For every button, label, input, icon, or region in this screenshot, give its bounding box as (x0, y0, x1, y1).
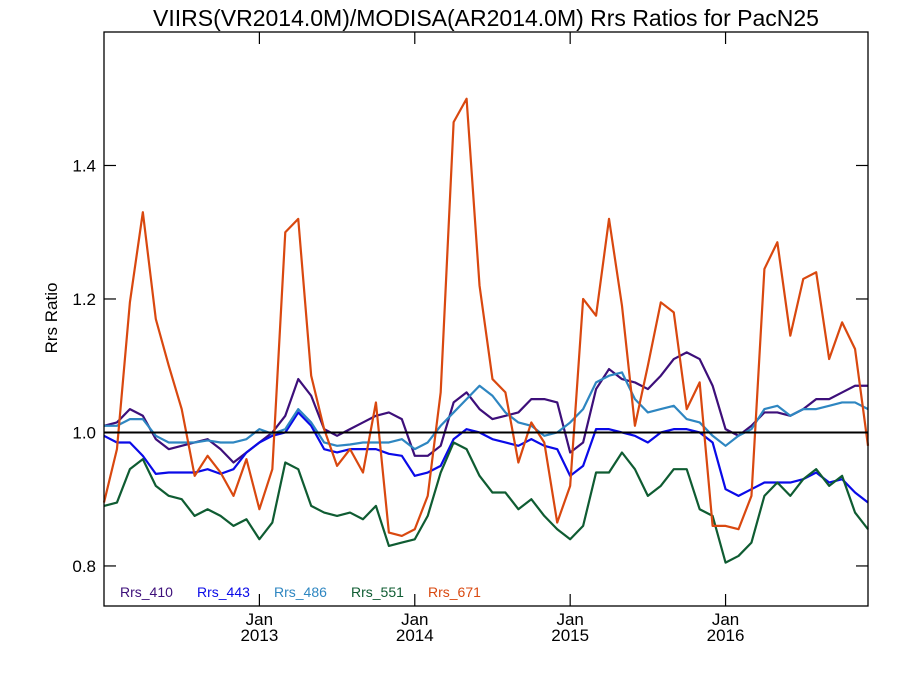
legend-entry: Rrs_551 (351, 584, 404, 600)
y-axis-label: Rrs Ratio (42, 283, 61, 354)
x-tick-month-label: Jan (246, 610, 273, 629)
series-line-rrs-443 (103, 411, 869, 504)
series-line-rrs-671 (102, 97, 870, 538)
legend-entry: Rrs_443 (197, 584, 250, 600)
x-tick-year-label: 2013 (240, 626, 278, 645)
legend-entry: Rrs_410 (120, 584, 173, 600)
y-tick-label: 1.0 (72, 423, 96, 442)
y-tick-label: 1.4 (72, 156, 96, 175)
x-tick-month-label: Jan (401, 610, 428, 629)
plot-frame (103, 31, 869, 607)
series-line-rrs-486 (104, 371, 869, 451)
x-tick-year-label: 2016 (707, 626, 745, 645)
series-line-rrs-551 (103, 441, 869, 564)
chart-title: VIIRS(VR2014.0M)/MODISA(AR2014.0M) Rrs R… (153, 5, 819, 31)
y-tick-label: 0.8 (72, 557, 96, 576)
legend-entry: Rrs_671 (428, 584, 481, 600)
legend-entry: Rrs_486 (274, 584, 327, 600)
x-tick-year-label: 2015 (551, 626, 589, 645)
x-tick-month-label: Jan (712, 610, 739, 629)
x-tick-month-label: Jan (556, 610, 583, 629)
y-tick-label: 1.2 (72, 290, 96, 309)
x-tick-year-label: 2014 (396, 626, 434, 645)
plot-content: 0.81.01.21.4Jan2013Jan2014Jan2015Jan2016… (72, 32, 870, 645)
